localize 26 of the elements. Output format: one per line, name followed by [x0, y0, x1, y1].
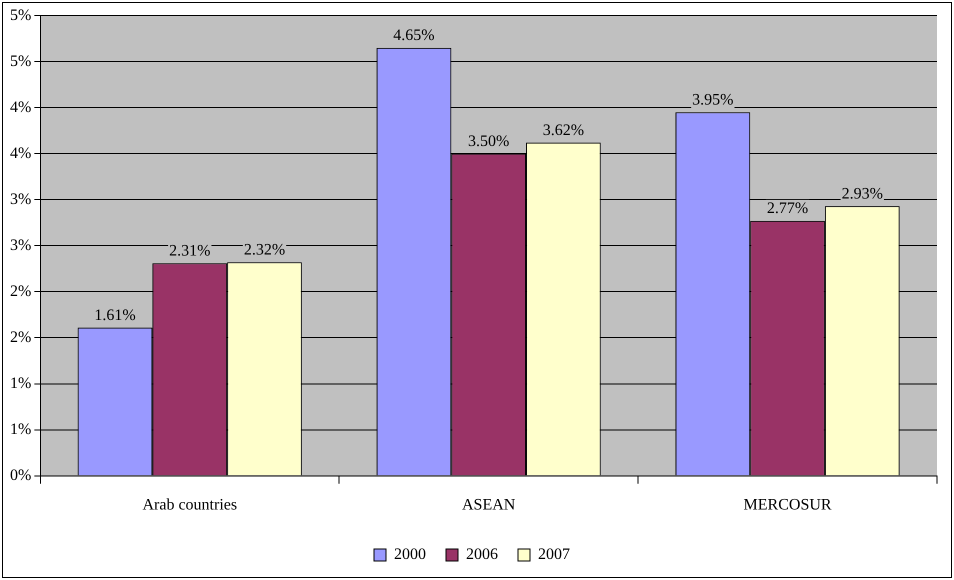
y-tick-label: 3% [10, 190, 32, 208]
x-tick-label: Arab countries [142, 496, 238, 514]
data-label: 3.50% [468, 132, 510, 150]
y-tick-label: 5% [10, 52, 32, 70]
data-label: 2.32% [244, 241, 286, 258]
data-label: 3.62% [542, 122, 584, 139]
data-label: 4.65% [393, 27, 435, 44]
y-tick-label: 2% [10, 282, 32, 300]
y-tick-label: 0% [10, 467, 32, 484]
y-tick-label: 3% [10, 236, 32, 254]
data-label: 2.31% [169, 242, 210, 260]
y-tick-label: 2% [10, 328, 32, 346]
legend-label: 2007 [538, 546, 570, 564]
data-label: 1.61% [94, 306, 136, 324]
legend-label: 2006 [466, 546, 498, 564]
legend-label: 2000 [394, 546, 426, 564]
x-tick-label: MERCOSUR [744, 496, 832, 514]
y-tick-label: 4% [10, 144, 32, 162]
data-label: 2.77% [766, 200, 808, 218]
y-tick-label: 4% [10, 98, 32, 116]
y-tick-label: 1% [10, 374, 32, 392]
data-label: 3.95% [692, 91, 734, 108]
x-tick-label: ASEAN [462, 496, 516, 514]
data-label: 2.93% [842, 185, 883, 202]
y-tick-label: 1% [10, 420, 32, 438]
y-tick-label: 5% [10, 6, 32, 24]
